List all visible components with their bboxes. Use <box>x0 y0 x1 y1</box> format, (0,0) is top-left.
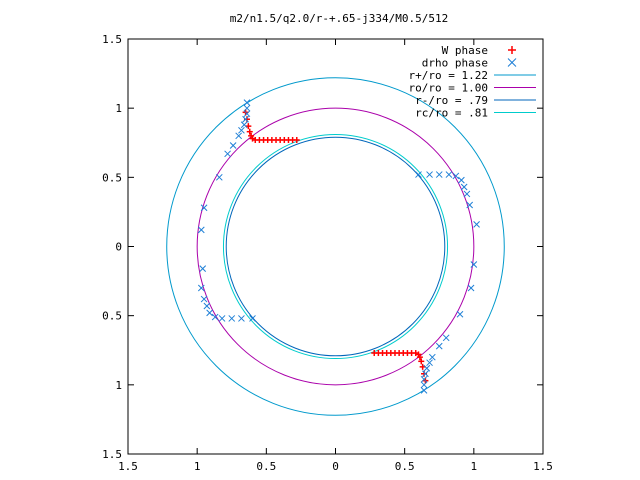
legend-swatch <box>507 58 517 67</box>
drho-phase-point <box>224 150 231 158</box>
drho-phase-point <box>206 309 213 317</box>
legend-label: rc/ro = .81 <box>415 107 488 120</box>
drho-phase-point <box>199 265 207 272</box>
drho-phase-point <box>435 342 443 350</box>
drho-phase-point <box>203 302 211 310</box>
circle-rc-radius <box>222 133 449 360</box>
drho-phase-point <box>420 375 428 383</box>
drho-phase-point <box>442 334 450 342</box>
drho-phase-point <box>249 315 256 322</box>
x-tick-label: 0.5 <box>395 460 415 473</box>
drho-phase-point <box>420 387 428 394</box>
axis-ticks: 1.5 1 0.5 0 0.5 1 1.51.510.500.511.5 <box>102 33 553 473</box>
drho-phase-point <box>456 310 464 318</box>
drho-phase-point <box>243 99 251 106</box>
drho-phase-point <box>422 370 429 378</box>
legend-label: r+/ro = 1.22 <box>409 69 488 82</box>
drho-phase-point <box>228 315 236 322</box>
y-tick-label: 0.5 <box>102 171 122 184</box>
drho-phase-point <box>243 104 251 112</box>
w-phase-point <box>246 128 253 135</box>
drho-phase-point <box>197 284 205 292</box>
circle-r-radius <box>166 77 505 416</box>
w-phase-point <box>293 136 300 143</box>
chart-title: m2/n1.5/q2.0/r-+.65-j334/M0.5/512 <box>230 12 449 25</box>
drho-phase-point <box>238 126 245 134</box>
w-phase-point <box>418 358 425 365</box>
w-phase-point <box>243 116 250 123</box>
drho-phase-point <box>197 226 205 234</box>
drho-phase-point <box>470 261 478 268</box>
circle-r-radius <box>225 136 446 357</box>
drho-phase-point <box>200 204 208 212</box>
drho-phase-point <box>428 353 436 361</box>
circle-ro-radius <box>196 107 475 386</box>
drho-phase-point <box>218 315 226 322</box>
y-tick-label: 1 <box>115 102 122 115</box>
drho-phase-point <box>415 171 422 178</box>
drho-phase-point <box>452 172 460 180</box>
drho-phase-point <box>473 221 480 228</box>
legend-label: W phase <box>442 44 488 57</box>
x-tick-label: 1.5 <box>533 460 553 473</box>
x-tick-label: 0 <box>332 460 339 473</box>
legend-label: drho phase <box>422 57 488 70</box>
drho-phase-point <box>211 313 219 321</box>
drho-phase-point <box>235 132 243 140</box>
y-tick-label: 1.5 <box>102 448 122 461</box>
legend-label: ro/ro = 1.00 <box>409 82 488 95</box>
w-phase-point <box>371 350 378 357</box>
drho-phase-point <box>463 190 471 198</box>
y-tick-label: 0 <box>115 241 122 254</box>
drho-phase-point <box>420 381 428 389</box>
x-tick-label: 1 <box>194 460 201 473</box>
y-tick-label: 0.5 <box>102 310 122 323</box>
w-phase-point <box>245 123 252 130</box>
x-tick-label: 0.5 <box>256 460 276 473</box>
drho-phase-point <box>467 284 475 292</box>
drho-phase-point <box>200 295 208 303</box>
y-tick-label: 1 <box>115 379 122 392</box>
radius-circles <box>166 77 505 416</box>
drho-phase-point <box>215 173 223 181</box>
drho-phase-point <box>458 176 465 184</box>
drho-phase-point <box>242 115 249 123</box>
drho-phase-point <box>466 201 474 209</box>
drho-phase-point <box>240 121 248 129</box>
y-tick-label: 1.5 <box>102 33 122 46</box>
drho-phase-point <box>229 142 237 149</box>
drho-phase-point <box>426 171 433 178</box>
drho-phase-point <box>460 183 468 191</box>
drho-phase-point <box>435 171 443 178</box>
w-phase-point <box>421 370 428 377</box>
phase-points <box>197 99 480 394</box>
drho-phase-point <box>243 110 251 118</box>
x-tick-label: 1 <box>471 460 478 473</box>
w-phase-point <box>419 363 426 370</box>
drho-phase-point <box>426 359 433 367</box>
legend-label: r-/ro = .79 <box>415 94 488 107</box>
x-tick-label: 1.5 <box>118 460 138 473</box>
drho-phase-point <box>238 315 245 322</box>
legend-swatch <box>508 46 516 54</box>
drho-phase-point <box>445 171 453 178</box>
drho-phase-point <box>423 364 431 372</box>
